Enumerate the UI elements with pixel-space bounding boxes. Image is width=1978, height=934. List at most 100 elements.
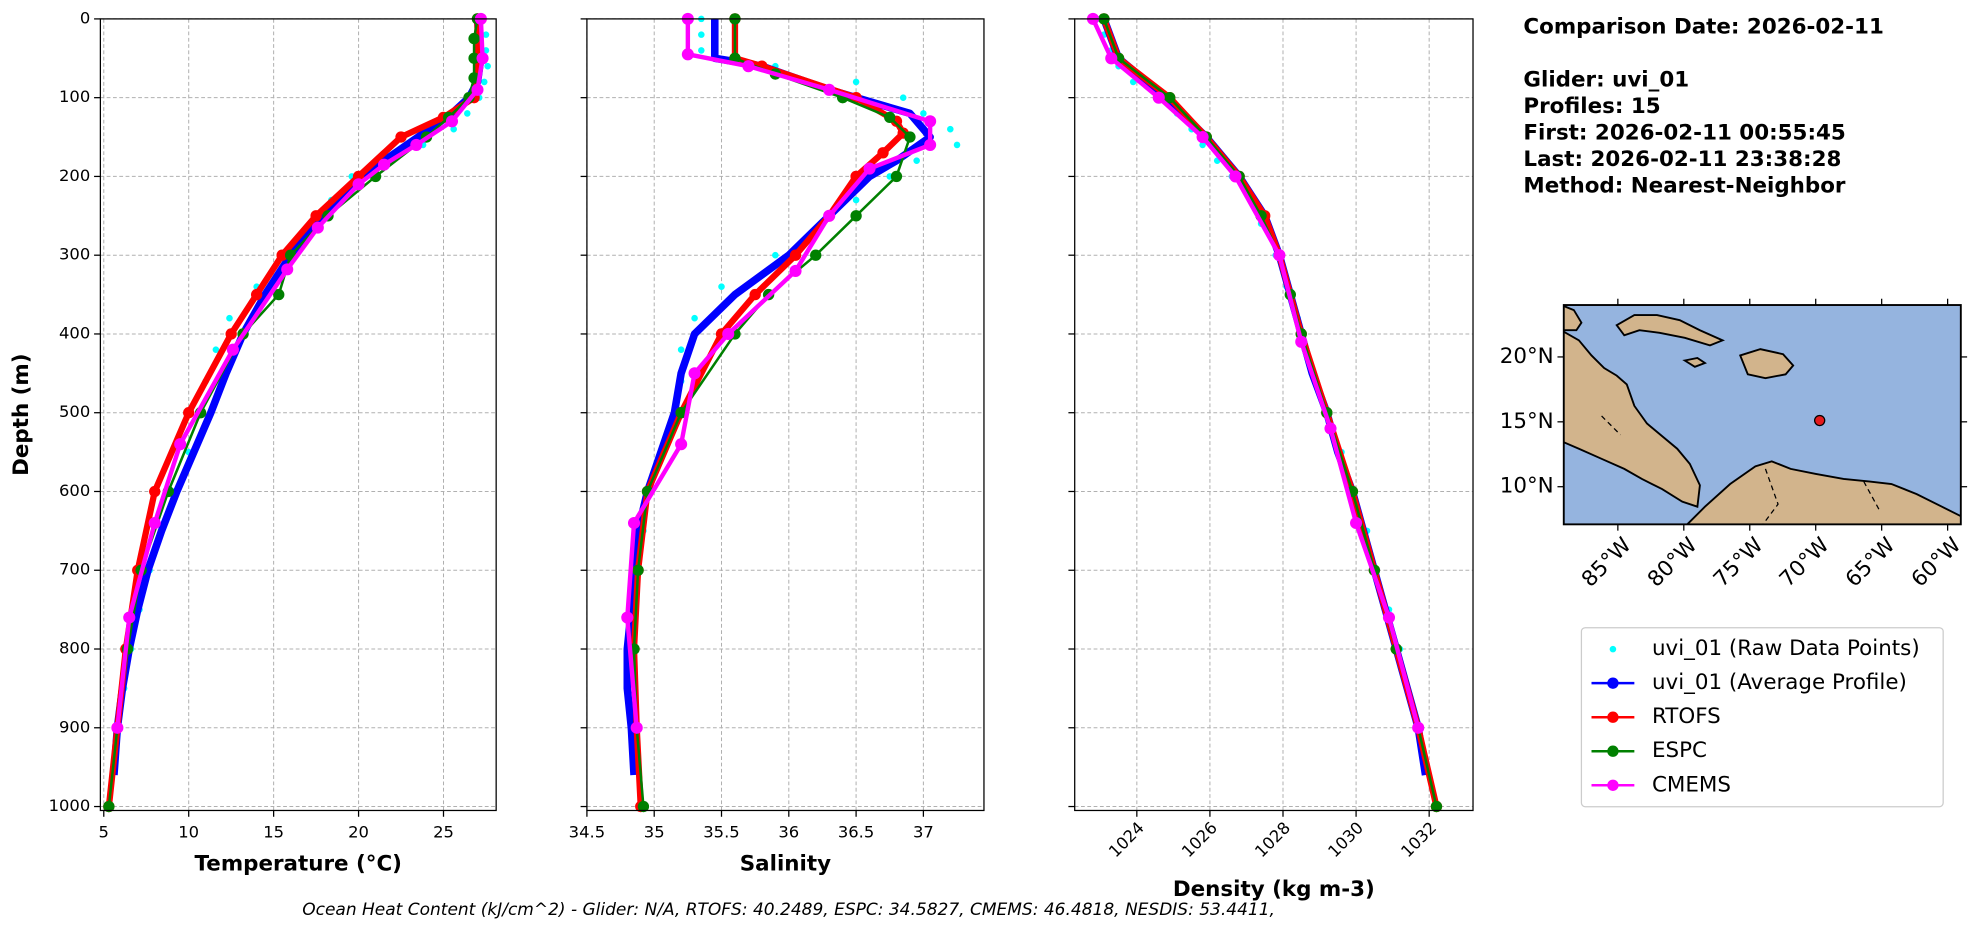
x-tick-label: 35.5 (703, 823, 739, 842)
legend-frame (1580, 627, 1944, 808)
x-tick-label: 5 (99, 823, 109, 842)
profile-marker (637, 800, 650, 813)
y-tick-label: 400 (59, 323, 90, 342)
profile-marker (410, 138, 423, 151)
profile-marker (226, 343, 239, 356)
x-tick-label: 1024 (1105, 818, 1148, 861)
legend-label: uvi_01 (Average Profile) (1652, 670, 1907, 695)
raw-point (677, 346, 685, 353)
raw-point (1199, 141, 1206, 149)
land-shape (1563, 305, 1583, 332)
profile-marker (789, 264, 802, 277)
raw-point (464, 110, 471, 117)
raw-point (772, 251, 779, 259)
x-tick-label: 10 (178, 823, 199, 842)
map-x-tick-label: 65°W (1841, 533, 1900, 592)
info-first: First: 2026-02-11 00:55:45 (1523, 121, 1845, 146)
profile-marker (111, 721, 124, 734)
profile-marker (1164, 91, 1176, 104)
profile-marker (621, 611, 634, 624)
raw-point (484, 62, 491, 70)
profile-marker (445, 115, 459, 128)
x-tick-label: 1026 (1178, 818, 1221, 861)
profile-marker (742, 60, 755, 73)
raw-point (947, 125, 954, 133)
map-y-tick-label: 20°N (1500, 344, 1554, 369)
profile-marker (877, 147, 889, 159)
border (1601, 415, 1880, 525)
profile-marker (311, 221, 324, 234)
x-tick-label: 25 (433, 823, 454, 842)
profile-line (625, 18, 933, 728)
profile-marker (352, 178, 365, 191)
profile-marker (924, 115, 937, 128)
profile-marker (1273, 249, 1286, 262)
y-tick-label: 500 (59, 402, 90, 421)
profile-marker (823, 209, 836, 222)
profile-line (1100, 17, 1430, 776)
x-axis-label: Density (kg m-3) (1173, 877, 1375, 902)
land-shape (1682, 356, 1708, 368)
legend-label: ESPC (1652, 738, 1707, 763)
profile-marker (1324, 422, 1337, 435)
profile-marker (476, 52, 489, 65)
profile-marker (225, 328, 237, 340)
profile-marker (276, 249, 288, 261)
raw-point (953, 141, 961, 149)
map-y-tick-label: 10°N (1500, 474, 1554, 499)
raw-point (718, 283, 725, 290)
legend-marker (1607, 745, 1619, 757)
land-shape (1685, 460, 1961, 525)
y-tick-label: 200 (59, 166, 90, 185)
profile-marker (863, 162, 876, 175)
raw-point (913, 157, 920, 164)
legend-label: CMEMS (1652, 772, 1731, 797)
profile-line (623, 18, 934, 776)
profile-marker (884, 111, 896, 124)
footer-ohc: Ocean Heat Content (kJ/cm^2) - Glider: N… (302, 900, 1275, 920)
profile-marker (468, 32, 480, 45)
y-axis-label: Depth (m) (9, 353, 34, 475)
legend-marker (1609, 645, 1617, 653)
profile-marker (395, 131, 407, 143)
profile-marker (149, 485, 161, 498)
profile-marker (688, 367, 701, 380)
y-tick-label: 0 (80, 8, 90, 27)
x-tick-label: 36.5 (838, 823, 874, 842)
info-method: Method: Nearest-Neighbor (1523, 174, 1846, 199)
x-tick-label: 20 (348, 823, 369, 842)
profile-marker (850, 210, 862, 222)
profile-marker (810, 249, 822, 261)
profile-marker (1382, 611, 1396, 624)
map-x-tick-label: 70°W (1775, 533, 1834, 592)
map-x-tick-label: 75°W (1709, 533, 1768, 592)
legend-marker (1607, 677, 1619, 689)
profile-marker (103, 800, 115, 813)
info-glider: Glider: uvi_01 (1523, 68, 1689, 93)
profile-marker (823, 83, 836, 96)
profile-line (115, 18, 485, 729)
x-tick-label: 1032 (1397, 818, 1440, 861)
map-x-tick-label: 60°W (1907, 533, 1966, 592)
raw-point (226, 314, 233, 322)
axes-frame (586, 18, 985, 812)
profile-marker (310, 210, 322, 222)
profile-marker (174, 438, 187, 451)
land-shape (1738, 348, 1795, 380)
profile-marker (183, 407, 195, 419)
profile-marker (630, 721, 643, 734)
glider-location (1813, 414, 1826, 427)
profile-marker (789, 249, 802, 261)
y-tick-label: 700 (59, 560, 90, 579)
info-last: Last: 2026-02-11 23:38:28 (1523, 147, 1841, 172)
profile-marker (250, 288, 263, 301)
land-shape (1615, 314, 1726, 347)
profile-marker (1430, 800, 1443, 813)
land-shape (1563, 330, 1701, 508)
x-tick-label: 15 (263, 823, 284, 842)
raw-point (852, 78, 860, 86)
x-tick-label: 37 (913, 823, 934, 842)
map-x-tick-label: 80°W (1643, 533, 1702, 592)
raw-point (852, 196, 860, 204)
